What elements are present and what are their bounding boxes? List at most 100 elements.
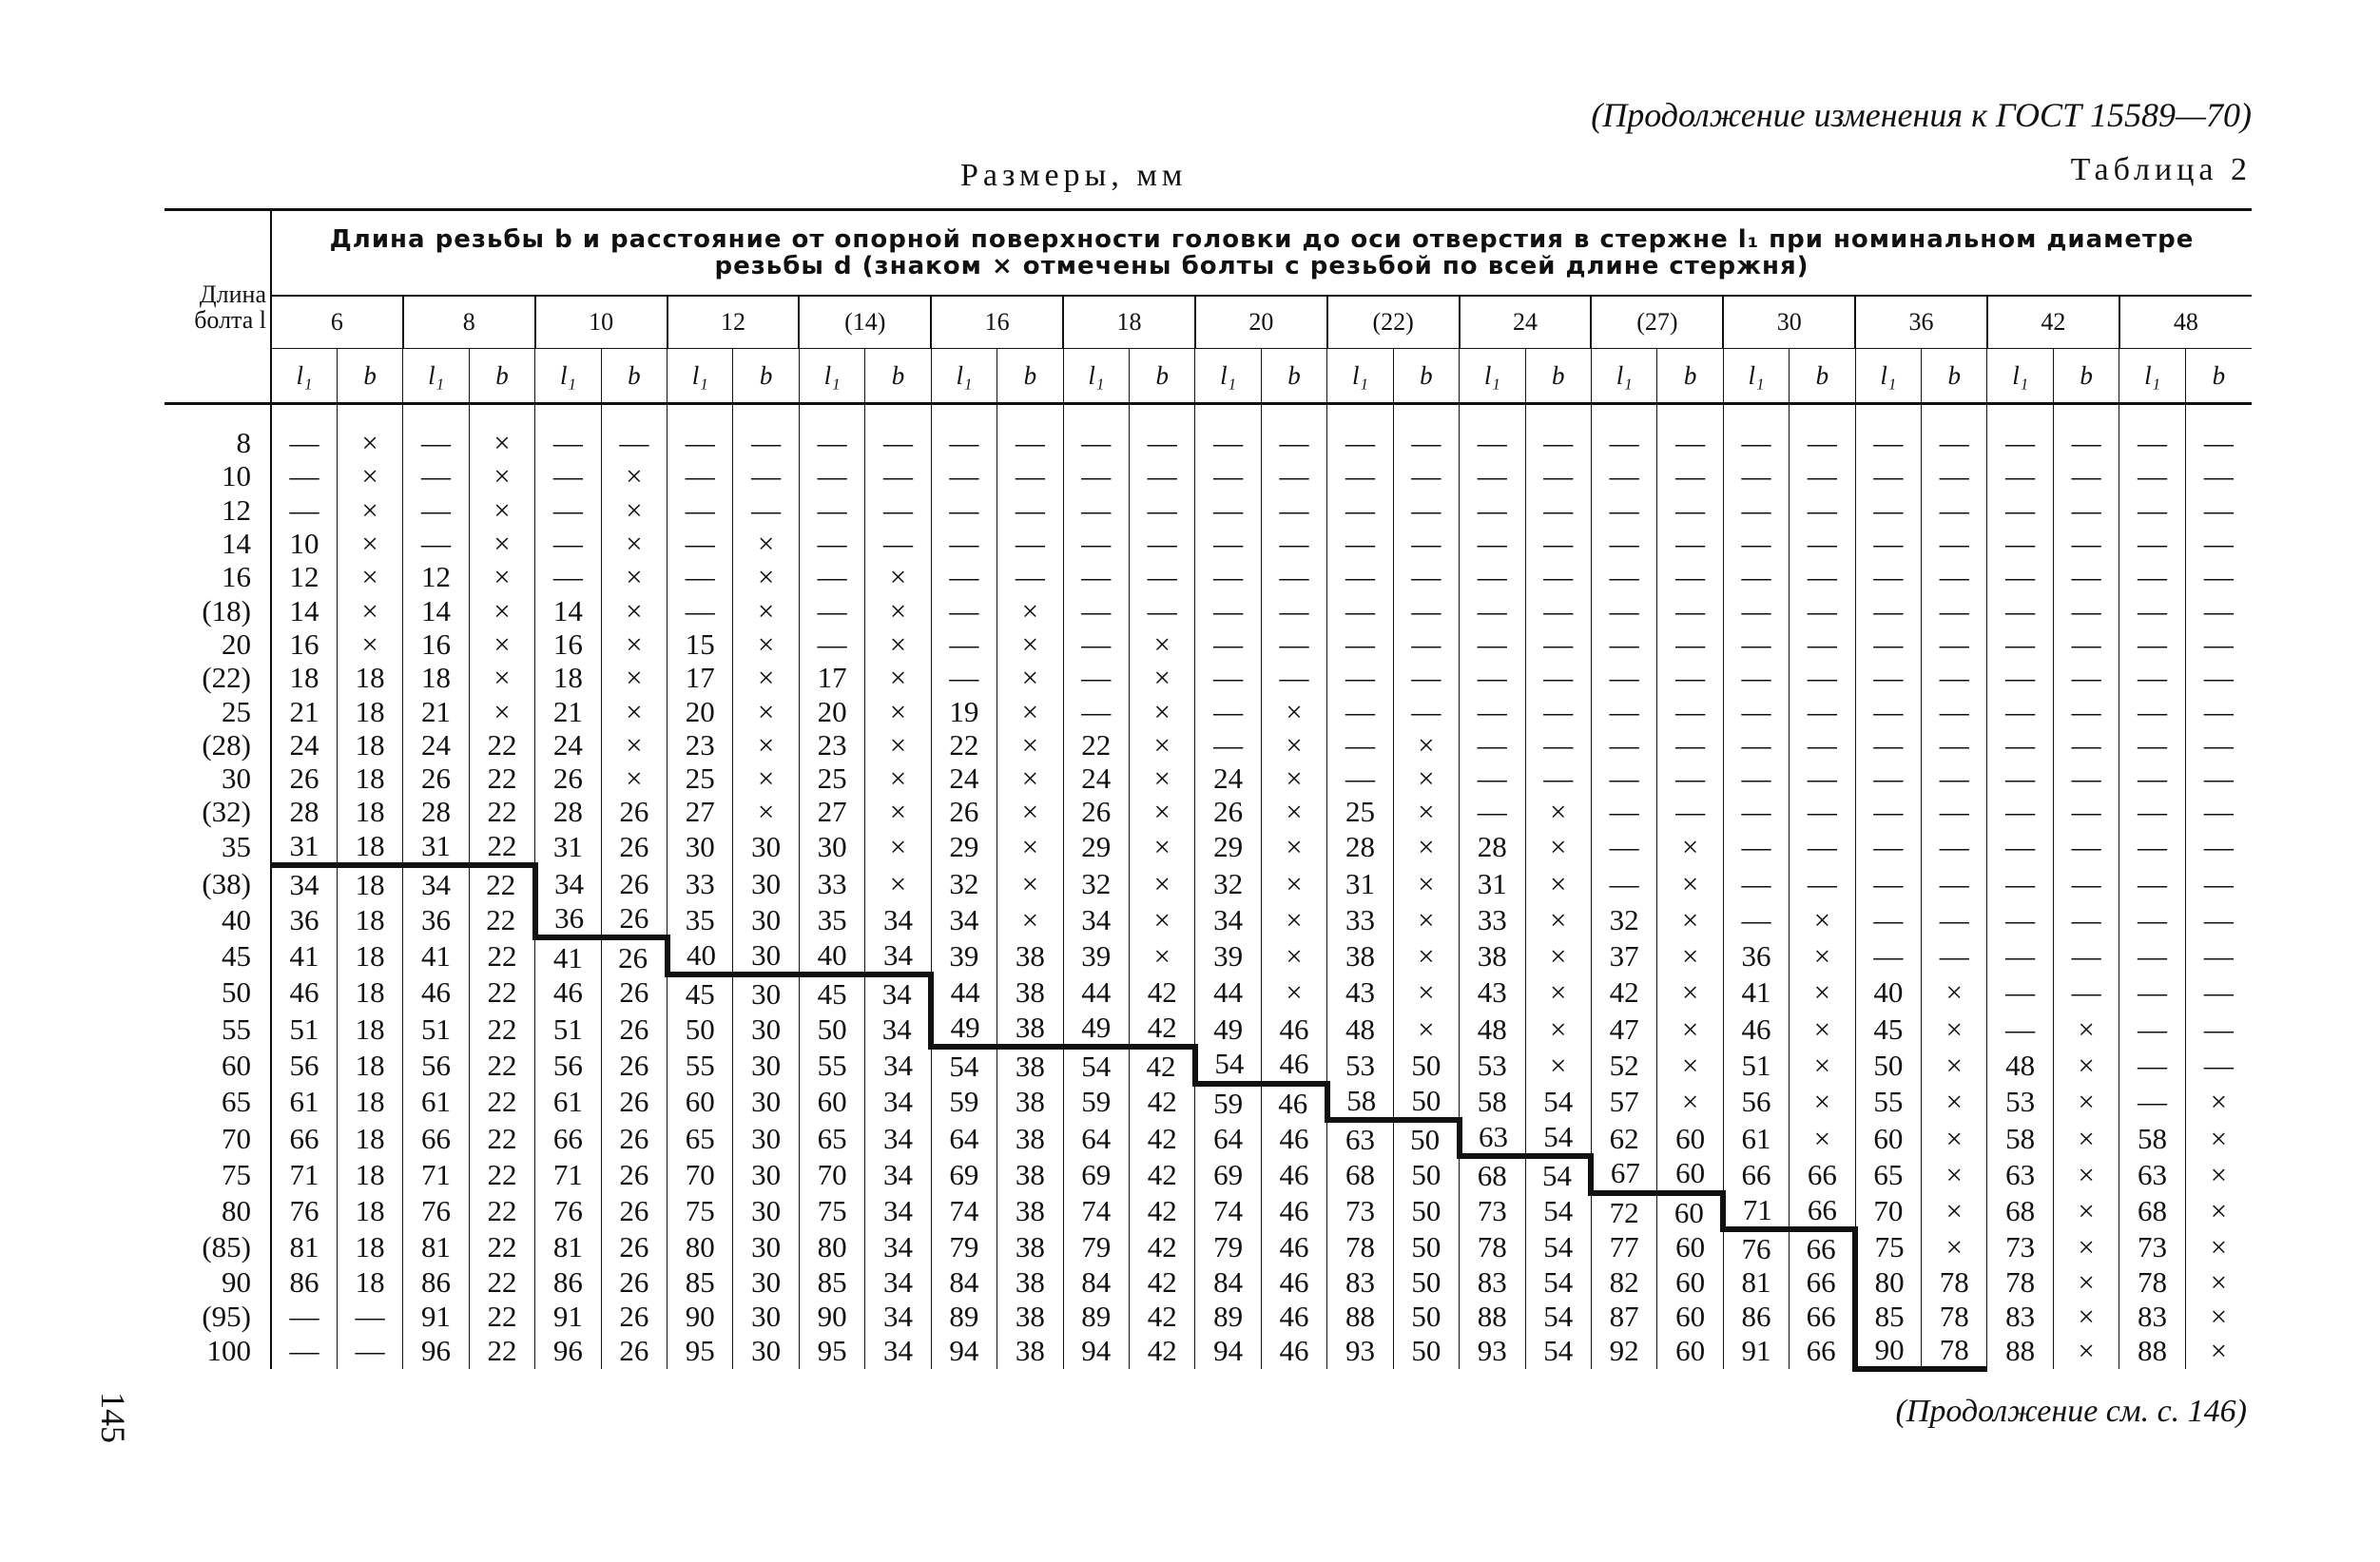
cell-b: ×	[1392, 864, 1460, 902]
cell-b: ×	[600, 526, 668, 561]
cell-b: 60	[1656, 1156, 1724, 1193]
cell-b: ×	[1921, 1192, 1987, 1229]
subheader-l1: l₁	[1854, 348, 1922, 405]
cell-l1: —	[270, 459, 338, 493]
cell-b: ×	[336, 627, 403, 662]
cell-b: ×	[600, 727, 668, 762]
cell-b: 38	[997, 1299, 1064, 1333]
cell-b: 22	[468, 761, 535, 796]
cell-b: —	[1128, 560, 1195, 594]
cell-b: 38	[997, 1332, 1064, 1370]
cell-b: 54	[1524, 1119, 1592, 1157]
cell-b: —	[997, 560, 1064, 594]
cell-b: ×	[600, 661, 668, 695]
cell-l1: —	[1062, 459, 1130, 493]
cell-l1: 38	[1459, 937, 1526, 974]
cell-l1: 55	[1854, 1083, 1922, 1120]
cell-b: ×	[1524, 1047, 1592, 1084]
cell-l1: 29	[1194, 828, 1262, 865]
cell-b: —	[1789, 864, 1856, 902]
cell-b: 50	[1392, 1116, 1460, 1157]
cell-b: ×	[600, 492, 668, 527]
cell-l1: 20	[667, 694, 733, 728]
cell-b: 38	[997, 974, 1064, 1012]
cell-l1: 12	[402, 560, 470, 594]
cell-b: —	[1656, 492, 1724, 527]
cell-b: 38	[997, 1192, 1064, 1229]
cell-b: —	[2052, 661, 2119, 695]
cell-b: ×	[1524, 974, 1592, 1012]
cell-b: ×	[468, 593, 535, 627]
cell-l1: 96	[402, 1332, 470, 1370]
cell-l1: —	[1986, 1011, 2054, 1048]
cell-l1: 91	[534, 1299, 602, 1333]
cell-l1: —	[1194, 593, 1262, 627]
cell-l1: 63	[2119, 1156, 2186, 1193]
cell-b: —	[1392, 492, 1460, 527]
cell-b: —	[864, 403, 932, 460]
subheader-l1: l₁	[534, 348, 602, 405]
cell-b: 66	[1789, 1225, 1856, 1266]
cell-b: 26	[600, 1119, 668, 1157]
subheader-b: b	[1656, 348, 1724, 405]
cell-b: —	[864, 492, 932, 527]
cell-l1: —	[1062, 627, 1130, 662]
cell-b: ×	[2052, 1228, 2119, 1266]
row-label: 100	[164, 1332, 272, 1370]
cell-l1: 29	[930, 828, 997, 865]
cell-b: 26	[600, 864, 668, 902]
cell-l1: —	[1459, 661, 1526, 695]
cell-l1: 40	[664, 937, 733, 974]
cell-b: 66	[1789, 1156, 1856, 1193]
cell-l1: 73	[1986, 1228, 2054, 1266]
cell-l1: 76	[270, 1192, 338, 1229]
cell-l1: 86	[270, 1265, 338, 1300]
cell-l1: 41	[270, 937, 338, 974]
cell-b: ×	[732, 795, 800, 829]
cell-l1: —	[1722, 694, 1790, 728]
cell-b: —	[1789, 627, 1856, 662]
cell-b: ×	[1392, 974, 1460, 1012]
cell-l1: 77	[1590, 1228, 1657, 1266]
cell-b: —	[1260, 492, 1327, 527]
subheader-b: b	[1921, 348, 1987, 405]
cell-l1: 56	[534, 1047, 602, 1084]
units: Размеры, мм	[960, 158, 1188, 193]
cell-b: —	[1921, 864, 1987, 902]
cell-l1: —	[1590, 526, 1657, 561]
cell-l1: —	[2119, 661, 2186, 695]
cell-b: 34	[864, 1192, 932, 1229]
cell-b: ×	[1392, 727, 1460, 762]
cell-l1: —	[1722, 661, 1790, 695]
cell-l1: —	[1326, 459, 1394, 493]
cell-l1: 82	[1590, 1265, 1657, 1300]
cell-l1: 56	[402, 1047, 470, 1084]
cell-l1: 71	[534, 1156, 602, 1193]
cell-l1: —	[1459, 459, 1526, 493]
cell-b: ×	[864, 727, 932, 762]
subheader-l1: l₁	[2119, 348, 2186, 405]
cell-l1: —	[798, 492, 865, 527]
cell-b: 22	[468, 901, 535, 938]
row-label: 50	[164, 974, 272, 1012]
cell-l1: —	[1590, 593, 1657, 627]
cell-l1: 85	[1852, 1299, 1922, 1333]
cell-l1: —	[2119, 560, 2186, 594]
cell-b: 18	[336, 1011, 403, 1048]
cell-b: ×	[1656, 1083, 1724, 1120]
subheader-b: b	[336, 348, 403, 405]
cell-l1: —	[534, 526, 602, 561]
cell-b: —	[1128, 492, 1195, 527]
cell-l1: 71	[402, 1156, 470, 1193]
cell-b: —	[1524, 403, 1592, 460]
cell-l1: —	[1986, 560, 2054, 594]
cell-l1: —	[1459, 795, 1526, 829]
cell-b: ×	[1392, 828, 1460, 865]
subheader-b: b	[2052, 348, 2119, 405]
cell-l1: 32	[1062, 864, 1130, 902]
cell-l1: 50	[798, 1011, 865, 1048]
cell-l1: 47	[1590, 1011, 1657, 1048]
cell-l1: 25	[667, 761, 733, 796]
cell-b: —	[2052, 560, 2119, 594]
